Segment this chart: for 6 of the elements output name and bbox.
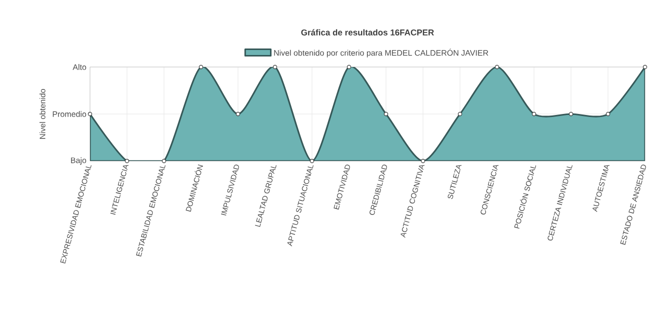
text: Promedio bbox=[52, 111, 86, 117]
text: Alto bbox=[72, 64, 86, 70]
text: Bajo bbox=[71, 157, 86, 165]
chart-title: Gráfica de resultados 16FACPER bbox=[301, 29, 434, 36]
legend-label: Nivel obtenido por criterio para MEDEL CALDERÓN JAVIER bbox=[274, 48, 488, 58]
y-axis-title: Nivel obtenido bbox=[39, 89, 46, 139]
